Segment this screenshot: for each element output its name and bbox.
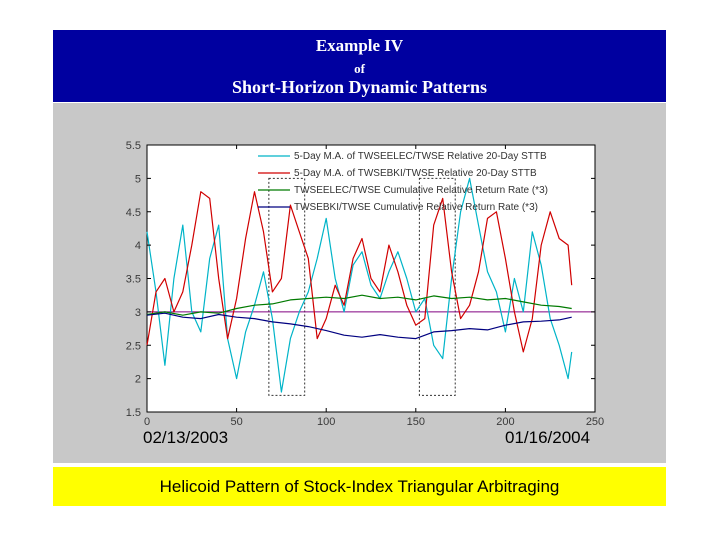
x-tick-label: 50 [230, 416, 242, 428]
y-tick-label: 5 [135, 173, 141, 185]
legend-entry-1: 5-Day M.A. of TWSEELEC/TWSE Relative 20-… [294, 151, 547, 162]
highlight-box-1 [268, 177, 306, 396]
x-tick-label: 200 [496, 416, 514, 428]
title-banner: Example IV of Short-Horizon Dynamic Patt… [53, 30, 666, 102]
slide-title: Example IV [315, 36, 404, 55]
slide-subtitle: Short-Horizon Dynamic Patterns [232, 77, 487, 97]
end-date-label: 01/16/2004 [505, 428, 591, 447]
y-tick-label: 1.5 [126, 407, 141, 419]
y-tick-label: 4 [135, 240, 141, 252]
y-tick-label: 3.5 [126, 274, 141, 286]
x-tick-label: 100 [317, 416, 335, 428]
legend-entry-3: TWSEELEC/TWSE Cumulative Relative Return… [294, 185, 548, 196]
x-tick-label: 250 [586, 416, 604, 428]
y-tick-label: 2 [135, 374, 141, 386]
footer-caption: Helicoid Pattern of Stock-Index Triangul… [53, 467, 666, 506]
series-line-2 [146, 191, 573, 353]
y-tick-label: 5.5 [126, 140, 141, 152]
series-line-4 [146, 312, 572, 340]
x-tick-label: 0 [144, 416, 150, 428]
series-line-3 [146, 294, 572, 316]
y-tick-label: 3 [135, 307, 141, 319]
y-tick-label: 4.5 [126, 207, 141, 219]
legend-entry-4: TWSEBKI/TWSE Cumulative Relative Return … [294, 202, 538, 213]
legend-entry-2: 5-Day M.A. of TWSEBKI/TWSE Relative 20-D… [294, 168, 537, 179]
x-tick-label: 150 [407, 416, 425, 428]
start-date-label: 02/13/2003 [143, 428, 229, 447]
series-line-1 [146, 177, 573, 393]
y-tick-label: 2.5 [126, 340, 141, 352]
slide-title-connector: of [354, 61, 365, 76]
highlight-box-2 [418, 177, 456, 396]
